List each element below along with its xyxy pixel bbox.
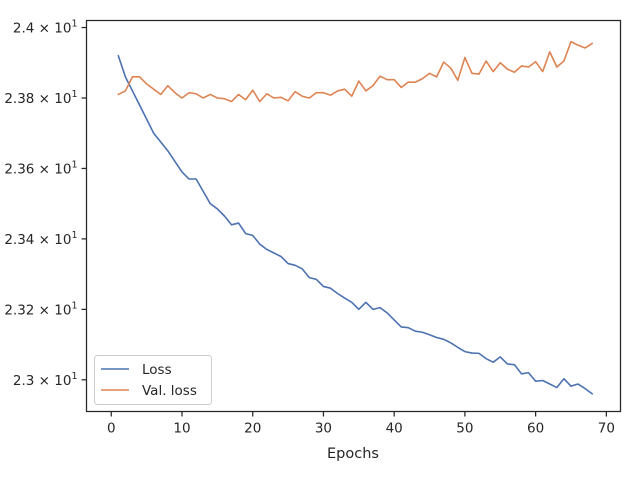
x-tick-label: 60 xyxy=(527,421,544,437)
y-tick-label: 2.38 × 101 xyxy=(4,89,77,107)
y-tick-label: 2.4 × 101 xyxy=(13,19,78,37)
x-tick-label: 20 xyxy=(244,421,261,437)
y-tick-label: 2.3 × 101 xyxy=(13,371,78,389)
plot-frame xyxy=(85,19,622,413)
x-tick-label: 0 xyxy=(107,421,116,437)
y-axis: 2.3 × 101 2.32 × 101 2.34 × 101 2.36 × 101 2… xyxy=(4,19,87,389)
x-tick-label: 40 xyxy=(386,421,403,437)
legend: Loss Val. loss xyxy=(94,355,212,405)
x-tick-label: 50 xyxy=(456,421,473,437)
legend-label-loss: Loss xyxy=(142,362,172,378)
x-tick-label: 10 xyxy=(173,421,190,437)
y-tick-label: 2.34 × 101 xyxy=(4,230,77,248)
series-line-val-loss xyxy=(117,40,594,103)
x-tick-label: 70 xyxy=(598,421,615,437)
x-axis-title: Epochs xyxy=(327,446,379,462)
series-layer xyxy=(117,40,594,395)
legend-label-val-loss: Val. loss xyxy=(142,383,197,399)
x-tick-label: 30 xyxy=(315,421,332,437)
legend-box xyxy=(94,355,212,405)
x-axis: 0 10 20 30 40 50 60 70 xyxy=(107,411,615,437)
y-tick-label: 2.36 × 101 xyxy=(4,159,77,177)
series-line-loss xyxy=(117,54,594,395)
y-tick-label: 2.32 × 101 xyxy=(4,300,77,318)
